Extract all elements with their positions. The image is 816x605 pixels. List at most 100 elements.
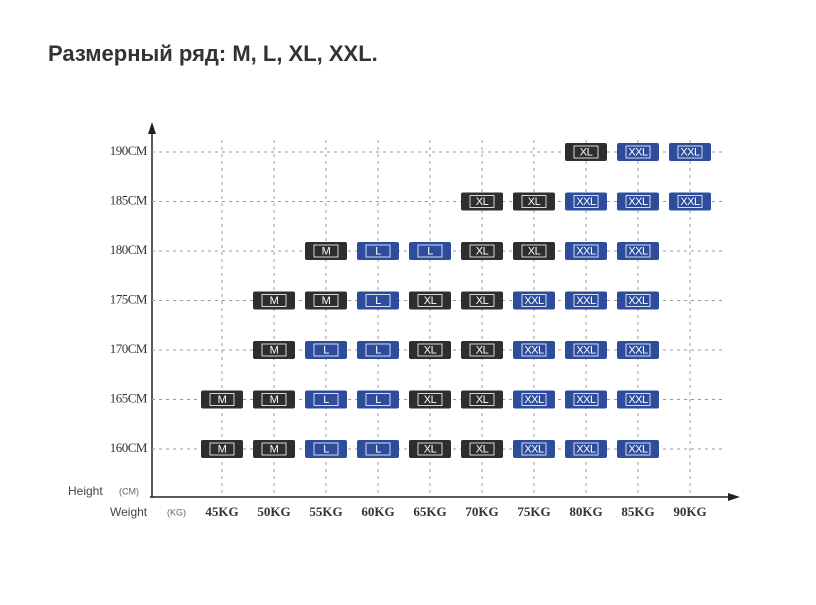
weight-tick: 45KG <box>205 504 238 519</box>
size-label: XXL <box>680 196 700 208</box>
height-tick: 165CM <box>110 390 148 405</box>
size-label: M <box>270 344 279 356</box>
size-label: L <box>427 245 433 257</box>
size-tag <box>461 291 503 310</box>
size-tag <box>357 242 399 260</box>
size-label: XXL <box>628 295 648 307</box>
size-label: XL <box>476 344 489 356</box>
size-label: XL <box>476 394 489 406</box>
size-label: L <box>375 245 381 257</box>
size-tag-inner <box>365 442 391 456</box>
size-label: XXL <box>524 394 544 406</box>
size-tag-inner <box>209 442 235 456</box>
size-label: XXL <box>576 295 596 307</box>
size-tag-inner <box>521 343 547 357</box>
size-tag <box>409 440 451 458</box>
size-label: L <box>375 394 381 406</box>
size-tag <box>565 291 607 310</box>
size-tag-inner <box>573 442 599 456</box>
size-label: XXL <box>628 245 648 257</box>
size-tag <box>513 192 555 211</box>
size-tag-inner <box>417 294 443 307</box>
size-tag <box>357 341 399 359</box>
size-tag <box>201 390 243 409</box>
weight-tick: 75KG <box>517 504 550 519</box>
size-tag <box>513 341 555 359</box>
size-tag <box>565 192 607 211</box>
size-tag-inner <box>417 343 443 357</box>
size-tag-inner <box>469 393 495 406</box>
size-label: XXL <box>524 295 544 307</box>
size-label: XXL <box>628 344 648 356</box>
size-tag <box>253 440 295 458</box>
size-tag-inner <box>365 294 391 307</box>
size-tag-inner <box>469 343 495 357</box>
size-label: L <box>375 295 381 307</box>
size-label: XL <box>476 196 489 208</box>
size-label: M <box>218 394 227 406</box>
size-label: L <box>323 344 329 356</box>
size-tag <box>357 390 399 409</box>
size-tag-inner <box>417 393 443 406</box>
height-tick: 180CM <box>110 242 148 257</box>
size-tag <box>253 341 295 359</box>
size-label: XL <box>528 196 541 208</box>
size-label: M <box>270 394 279 406</box>
size-tag-inner <box>417 244 443 258</box>
weight-tick: 90KG <box>673 504 706 519</box>
size-label: M <box>270 295 279 307</box>
size-tag <box>409 291 451 310</box>
size-tag <box>617 192 659 211</box>
weight-tick: 50KG <box>257 504 290 519</box>
weight-tick: 65KG <box>413 504 446 519</box>
size-label: XL <box>424 295 437 307</box>
size-label: M <box>322 245 331 257</box>
title: Размерный ряд: M, L, XL, XXL. <box>48 41 378 66</box>
height-label: Height <box>68 484 103 498</box>
size-tag <box>617 143 659 161</box>
size-tag <box>565 341 607 359</box>
size-label: XXL <box>576 443 596 455</box>
size-label: XXL <box>576 394 596 406</box>
size-label: XXL <box>576 245 596 257</box>
size-label: L <box>375 344 381 356</box>
size-tag-inner <box>313 393 339 406</box>
weight-unit: (KG) <box>167 507 186 517</box>
size-tag-inner <box>261 343 287 357</box>
weight-tick: 60KG <box>361 504 394 519</box>
size-tag <box>565 143 607 161</box>
size-label: XL <box>424 344 437 356</box>
size-tag <box>513 440 555 458</box>
size-tag-inner <box>573 244 599 258</box>
size-tag <box>357 440 399 458</box>
size-tag-inner <box>573 294 599 307</box>
size-tag-inner <box>313 442 339 456</box>
size-tag <box>565 242 607 260</box>
size-label: XL <box>476 245 489 257</box>
size-tag <box>513 390 555 409</box>
size-label: XXL <box>680 146 700 158</box>
size-tag-inner <box>469 442 495 456</box>
size-tag <box>461 242 503 260</box>
size-label: XL <box>476 295 489 307</box>
size-tag <box>513 291 555 310</box>
size-tag-inner <box>417 442 443 456</box>
size-tag-inner <box>365 244 391 258</box>
size-tag-inner <box>677 195 703 208</box>
size-tag <box>305 291 347 310</box>
size-tag <box>305 341 347 359</box>
size-label: XXL <box>628 394 648 406</box>
size-tag-inner <box>677 145 703 159</box>
size-tag-inner <box>469 294 495 307</box>
size-label: XXL <box>628 196 648 208</box>
height-tick: 185CM <box>110 192 148 207</box>
size-label: XXL <box>576 344 596 356</box>
size-tag-inner <box>625 393 651 406</box>
size-tag-inner <box>209 393 235 406</box>
size-tag-inner <box>573 145 599 159</box>
size-tag-inner <box>521 393 547 406</box>
size-tag-inner <box>625 442 651 456</box>
size-label: XXL <box>524 344 544 356</box>
size-tag <box>409 242 451 260</box>
